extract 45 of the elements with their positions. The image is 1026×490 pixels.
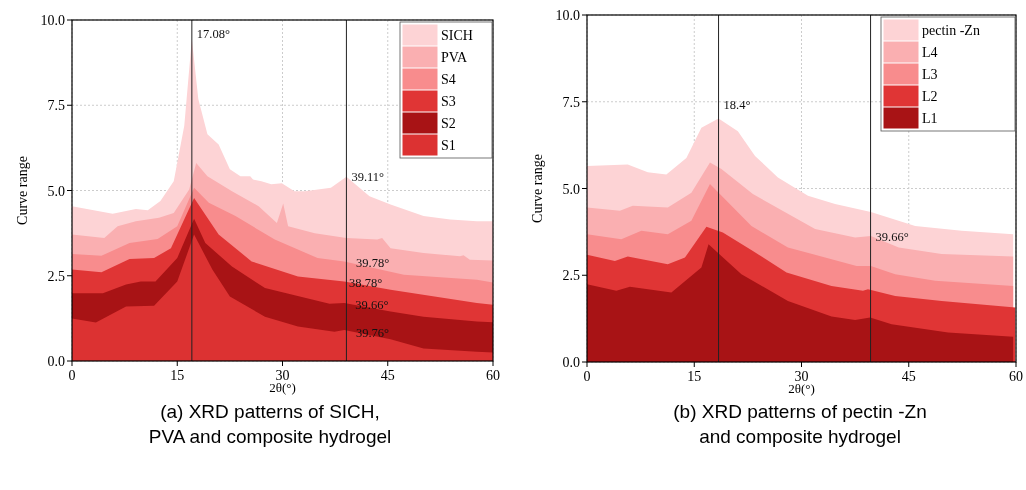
x-tick-label: 45 <box>901 369 916 384</box>
annotation: 18.4° <box>723 98 751 113</box>
legend-label: PVA <box>441 50 469 65</box>
x-tick-label: 0 <box>583 369 591 384</box>
y-tick-label: 7.5 <box>47 98 65 114</box>
annotation: 39.78° <box>356 256 390 271</box>
annotation: 39.66° <box>875 230 909 245</box>
y-axis-title: Curve range <box>15 156 30 225</box>
x-tick-label: 60 <box>486 368 500 383</box>
legend-label: L4 <box>922 45 938 60</box>
x-tick-label: 60 <box>1009 369 1023 384</box>
x-tick-label: 30 <box>275 368 290 383</box>
annotation: 38.78° <box>349 276 383 291</box>
legend-label: pectin -Zn <box>922 23 980 38</box>
legend-label: SICH <box>441 28 473 43</box>
y-tick-label: 0.0 <box>562 355 580 370</box>
y-tick-label: 10.0 <box>40 13 65 28</box>
y-axis-title: Curve range <box>530 154 545 223</box>
annotation: 39.11° <box>351 169 385 184</box>
x-tick-label: 0 <box>68 368 76 383</box>
x-tick-label: 15 <box>687 369 702 384</box>
annotation: 39.66° <box>355 297 389 312</box>
text: (b) XRD patterns of pectin -Zn and composite hydrogel <box>673 401 927 447</box>
annotation: 17.08° <box>196 26 230 41</box>
x-axis-title: 2θ(°) <box>788 381 815 396</box>
y-tick-label: 5.0 <box>562 181 580 197</box>
y-tick-label: 0.0 <box>47 354 65 369</box>
annotation: 39.76° <box>355 326 390 341</box>
legend-label: S4 <box>441 72 456 87</box>
legend-label: L3 <box>922 67 938 82</box>
text: (a) XRD patterns of SICH, PVA and composite hydrogel <box>148 401 392 447</box>
legend-label: L1 <box>922 111 938 126</box>
y-tick-label: 7.5 <box>562 94 580 110</box>
x-axis-title: 2θ(°) <box>269 380 296 395</box>
x-tick-label: 30 <box>794 369 809 384</box>
y-tick-label: 2.5 <box>562 268 580 284</box>
legend-label: L2 <box>922 89 938 104</box>
x-tick-label: 15 <box>170 368 185 383</box>
x-tick-label: 45 <box>380 368 395 383</box>
y-tick-label: 5.0 <box>47 183 65 199</box>
legend-label: S2 <box>441 116 456 131</box>
legend-label: S3 <box>441 94 456 109</box>
y-tick-label: 2.5 <box>47 268 65 284</box>
y-tick-label: 10.0 <box>555 8 580 23</box>
legend-label: S1 <box>441 138 456 153</box>
